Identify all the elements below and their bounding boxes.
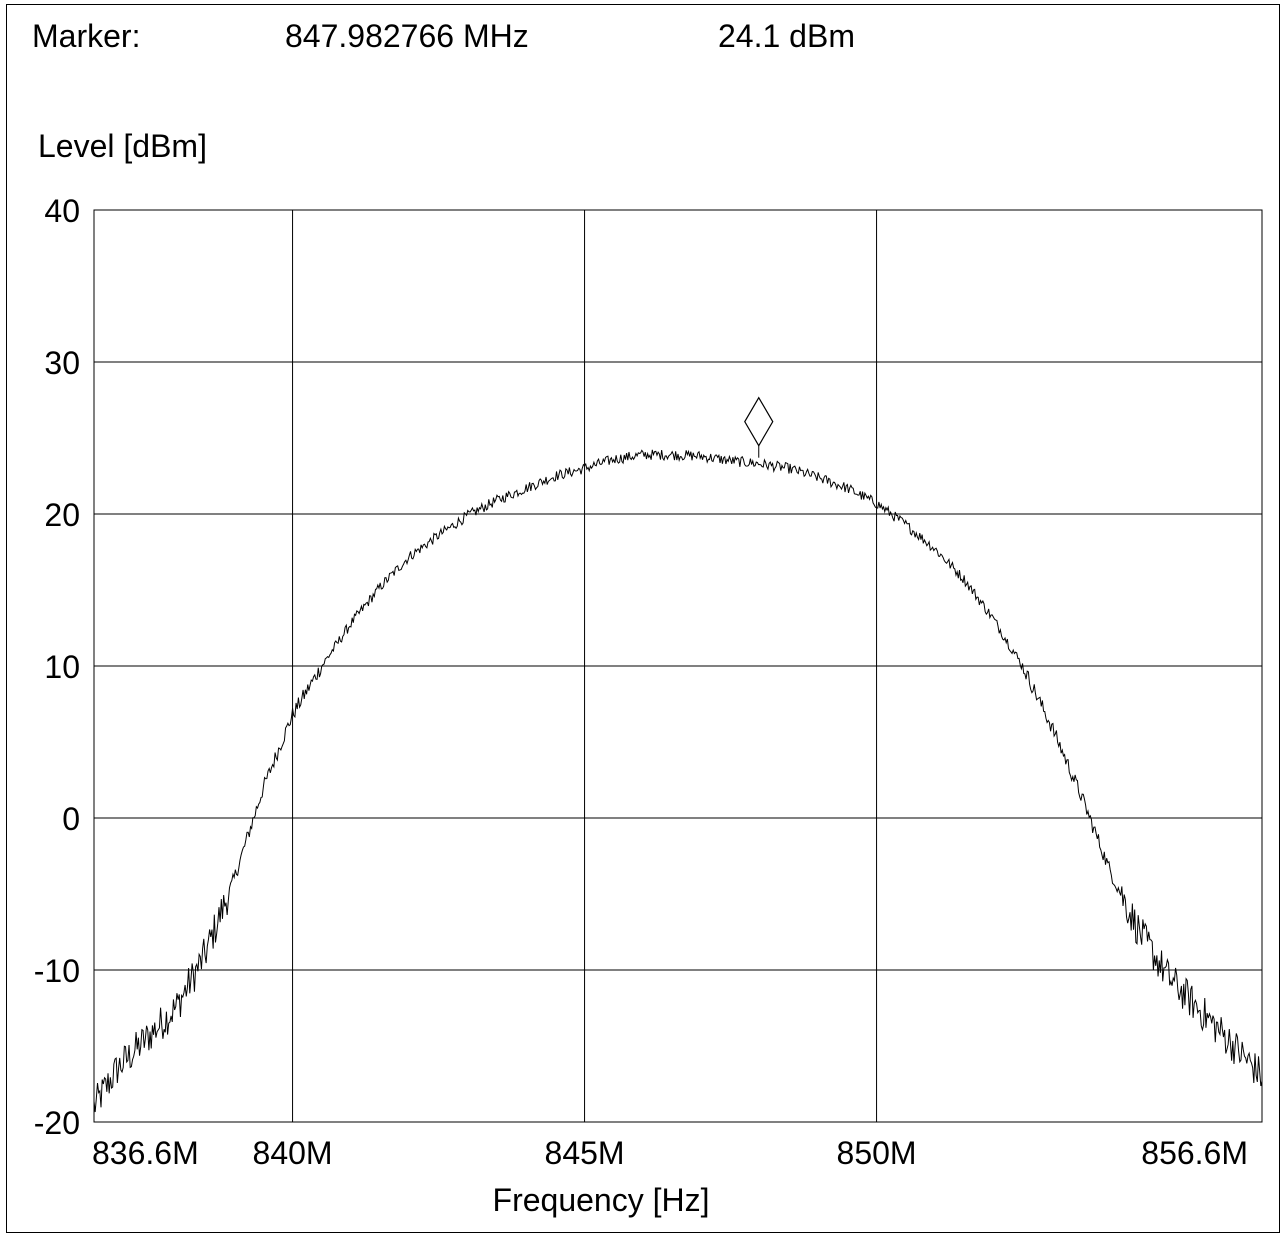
chart-frame [6,4,1280,1233]
y-tick-label: -20 [34,1105,80,1141]
y-tick-label: -10 [34,953,80,989]
y-axis-title: Level [dBm] [38,128,207,164]
marker-readout: Marker: 847.982766 MHz 24.1 dBm [0,18,1285,78]
marker-frequency: 847.982766 MHz [285,18,529,54]
x-tick-label: 840M [253,1135,333,1171]
x-tick-label: 850M [837,1135,917,1171]
marker-label: Marker: [32,18,141,54]
x-axis-title: Frequency [Hz] [493,1182,710,1218]
x-tick-label: 845M [545,1135,625,1171]
y-tick-label: 20 [44,497,80,533]
y-tick-label: 40 [44,193,80,229]
x-tick-label: 856.6M [1141,1135,1248,1171]
y-tick-label: 0 [62,801,80,837]
y-tick-label: 10 [44,649,80,685]
marker-level: 24.1 dBm [718,18,855,54]
x-tick-label: 836.6M [92,1135,199,1171]
marker-diamond-icon [744,396,774,447]
y-tick-label: 30 [44,345,80,381]
spectrum-trace [93,449,1263,1113]
